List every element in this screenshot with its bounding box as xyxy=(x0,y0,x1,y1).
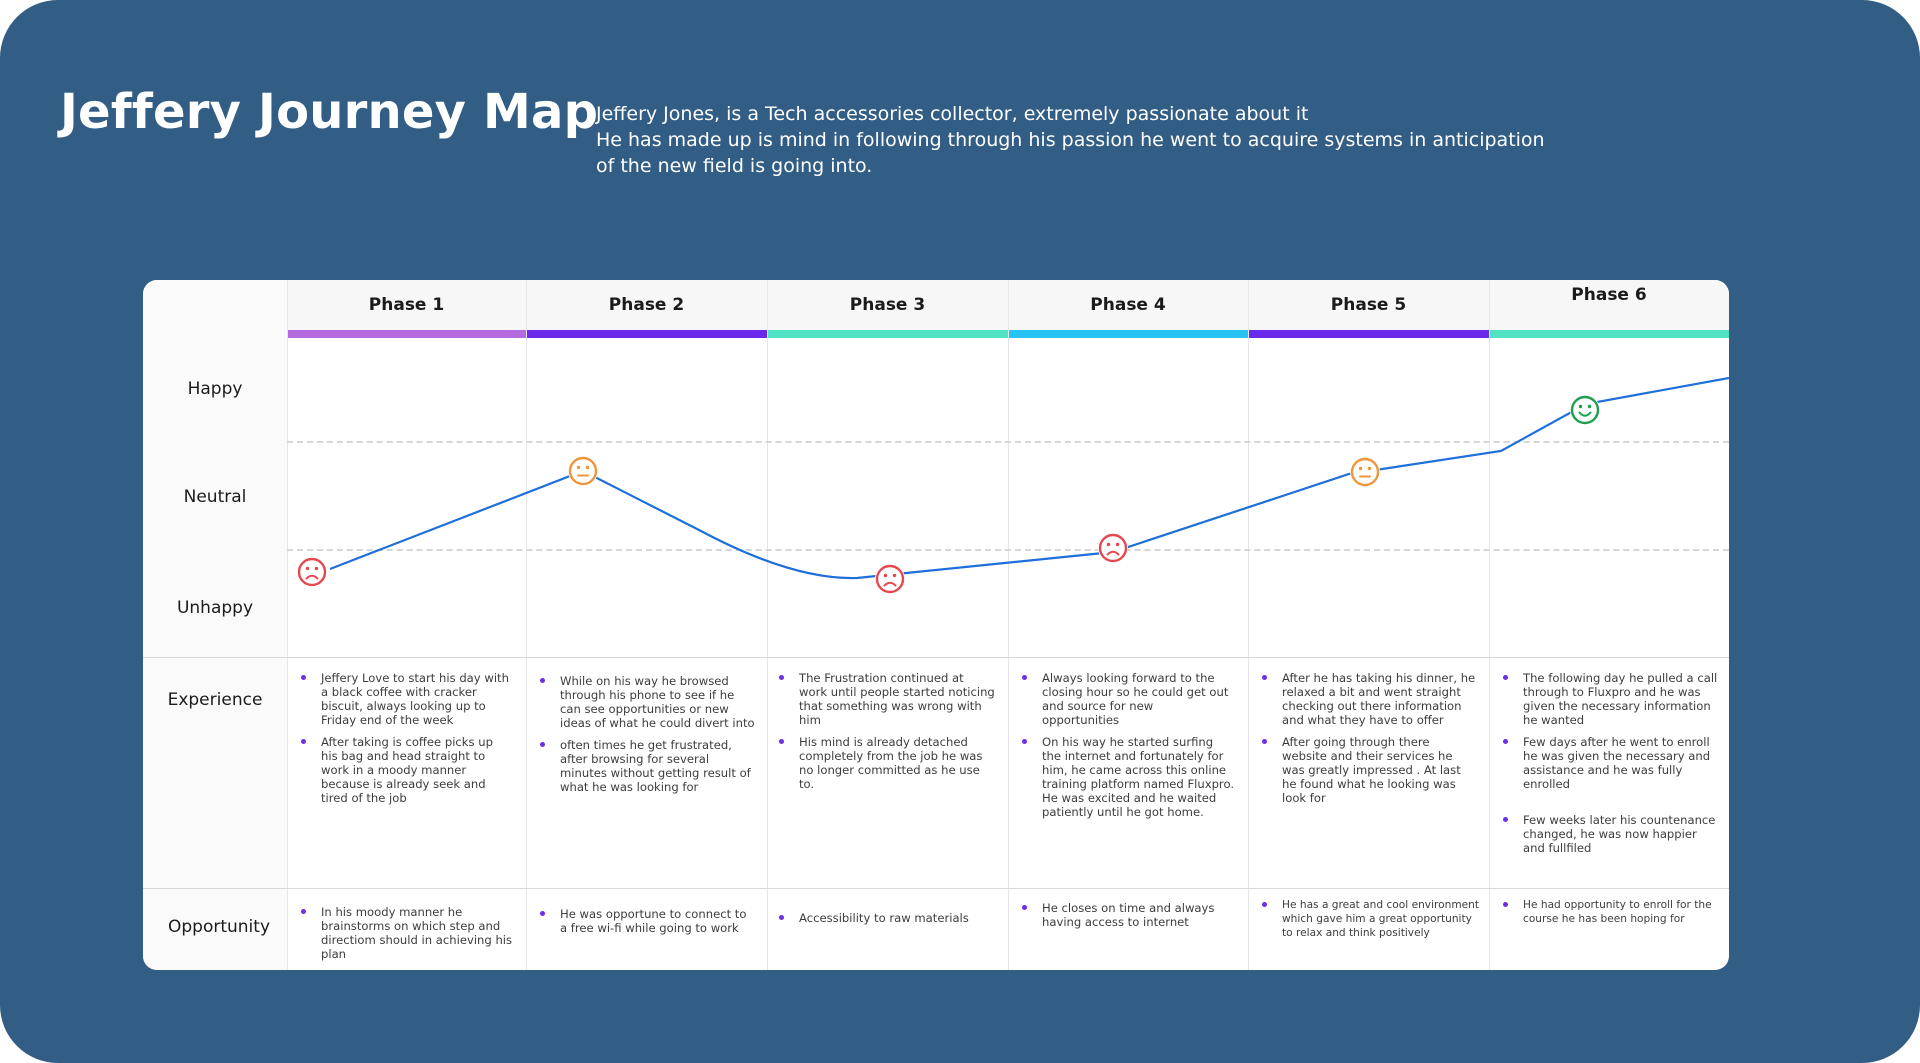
opportunity-cell-3: Accessibility to raw materials xyxy=(777,911,995,933)
experience-cell-3: The Frustration continued at work until … xyxy=(777,671,995,799)
column-divider xyxy=(526,280,527,970)
column-divider xyxy=(767,280,768,970)
list-item: He has a great and cool environment whic… xyxy=(1260,898,1482,940)
phase-header-2: Phase 2 xyxy=(608,295,685,315)
emotion-curve-line xyxy=(329,376,1729,580)
emotion-curve-chart xyxy=(297,376,1729,594)
row-label-opportunity: Opportunity xyxy=(167,917,271,937)
list-item: Accessibility to raw materials xyxy=(777,911,995,925)
column-divider xyxy=(287,280,288,970)
emotion-label-neutral: Neutral xyxy=(183,487,247,507)
list-item: On his way he started surfing the intern… xyxy=(1020,735,1234,819)
phase-bar-1 xyxy=(287,330,526,338)
list-item: Always looking forward to the closing ho… xyxy=(1020,671,1234,727)
experience-cell-1: Jeffery Love to start his day with a bla… xyxy=(299,671,513,813)
row-label-experience: Experience xyxy=(167,690,263,710)
list-item: After going through there website and th… xyxy=(1260,735,1478,805)
list-item: often times he get frustrated, after bro… xyxy=(538,738,756,794)
phase-header-1: Phase 1 xyxy=(368,295,445,315)
list-item: He had opportunity to enroll for the cou… xyxy=(1501,898,1719,926)
list-item: Few weeks later his countenance changed,… xyxy=(1501,813,1719,855)
sad-face-icon xyxy=(297,557,327,587)
emotion-label-happy: Happy xyxy=(187,379,243,399)
phase-bar-2 xyxy=(526,330,767,338)
list-item: Few days after he went to enroll he was … xyxy=(1501,735,1719,791)
list-item: He closes on time and always having acce… xyxy=(1020,901,1234,929)
experience-cell-2: While on his way he browsed through his … xyxy=(538,674,756,802)
phase-bar-6 xyxy=(1489,330,1729,338)
row-divider xyxy=(143,888,1729,889)
journey-map-card: Phase 1 Phase 2 Phase 3 Phase 4 Phase 5 … xyxy=(143,280,1729,970)
column-divider xyxy=(1489,280,1490,970)
opportunity-cell-6: He had opportunity to enroll for the cou… xyxy=(1501,898,1719,934)
neutral-face-icon xyxy=(568,456,598,486)
opportunity-cell-5: He has a great and cool environment whic… xyxy=(1260,898,1482,948)
list-item: After he has taking his dinner, he relax… xyxy=(1260,671,1478,727)
row-divider xyxy=(143,657,1729,658)
phase-header-6: Phase 6 xyxy=(1571,285,1647,305)
phase-bar-3 xyxy=(767,330,1008,338)
column-divider xyxy=(1248,280,1249,970)
phase-bar-5 xyxy=(1248,330,1489,338)
list-item: His mind is already detached completely … xyxy=(777,735,995,791)
emotion-guide-line xyxy=(287,549,1729,551)
neutral-face-icon xyxy=(1350,457,1380,487)
persona-description: Jeffery Jones, is a Tech accessories col… xyxy=(596,101,1545,179)
list-item: While on his way he browsed through his … xyxy=(538,674,756,730)
row-label-column xyxy=(143,280,287,970)
experience-cell-4: Always looking forward to the closing ho… xyxy=(1020,671,1234,827)
happy-face-icon xyxy=(1570,395,1600,425)
opportunity-cell-4: He closes on time and always having acce… xyxy=(1020,901,1234,937)
list-item: After taking is coffee picks up his bag … xyxy=(299,735,513,805)
sad-face-icon xyxy=(875,564,905,594)
persona-description-line: Jeffery Jones, is a Tech accessories col… xyxy=(596,103,1309,125)
list-item: The Frustration continued at work until … xyxy=(777,671,995,727)
experience-cell-6: The following day he pulled a call throu… xyxy=(1501,671,1719,863)
phase-bar-4 xyxy=(1008,330,1248,338)
persona-description-line: of the new field is going into. xyxy=(596,155,873,177)
phase-header-5: Phase 5 xyxy=(1330,295,1407,315)
phase-header-4: Phase 4 xyxy=(1090,295,1166,315)
list-item: Jeffery Love to start his day with a bla… xyxy=(299,671,513,727)
emotion-label-unhappy: Unhappy xyxy=(176,598,254,618)
opportunity-cell-1: In his moody manner he brainstorms on wh… xyxy=(299,905,513,969)
list-item: He was opportune to connect to a free wi… xyxy=(538,907,756,935)
column-divider xyxy=(1008,280,1009,970)
persona-description-line: He has made up is mind in following thro… xyxy=(596,129,1545,151)
experience-cell-5: After he has taking his dinner, he relax… xyxy=(1260,671,1478,813)
list-item: In his moody manner he brainstorms on wh… xyxy=(299,905,513,961)
emotion-guide-line xyxy=(287,441,1729,443)
phase-header-3: Phase 3 xyxy=(849,295,926,315)
page-title: Jeffery Journey Map xyxy=(60,84,599,140)
opportunity-cell-2: He was opportune to connect to a free wi… xyxy=(538,907,756,943)
sad-face-icon xyxy=(1098,533,1128,563)
list-item: The following day he pulled a call throu… xyxy=(1501,671,1719,727)
